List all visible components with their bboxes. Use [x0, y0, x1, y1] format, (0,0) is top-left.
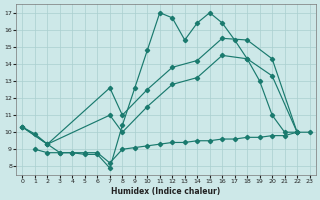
X-axis label: Humidex (Indice chaleur): Humidex (Indice chaleur) — [111, 187, 221, 196]
